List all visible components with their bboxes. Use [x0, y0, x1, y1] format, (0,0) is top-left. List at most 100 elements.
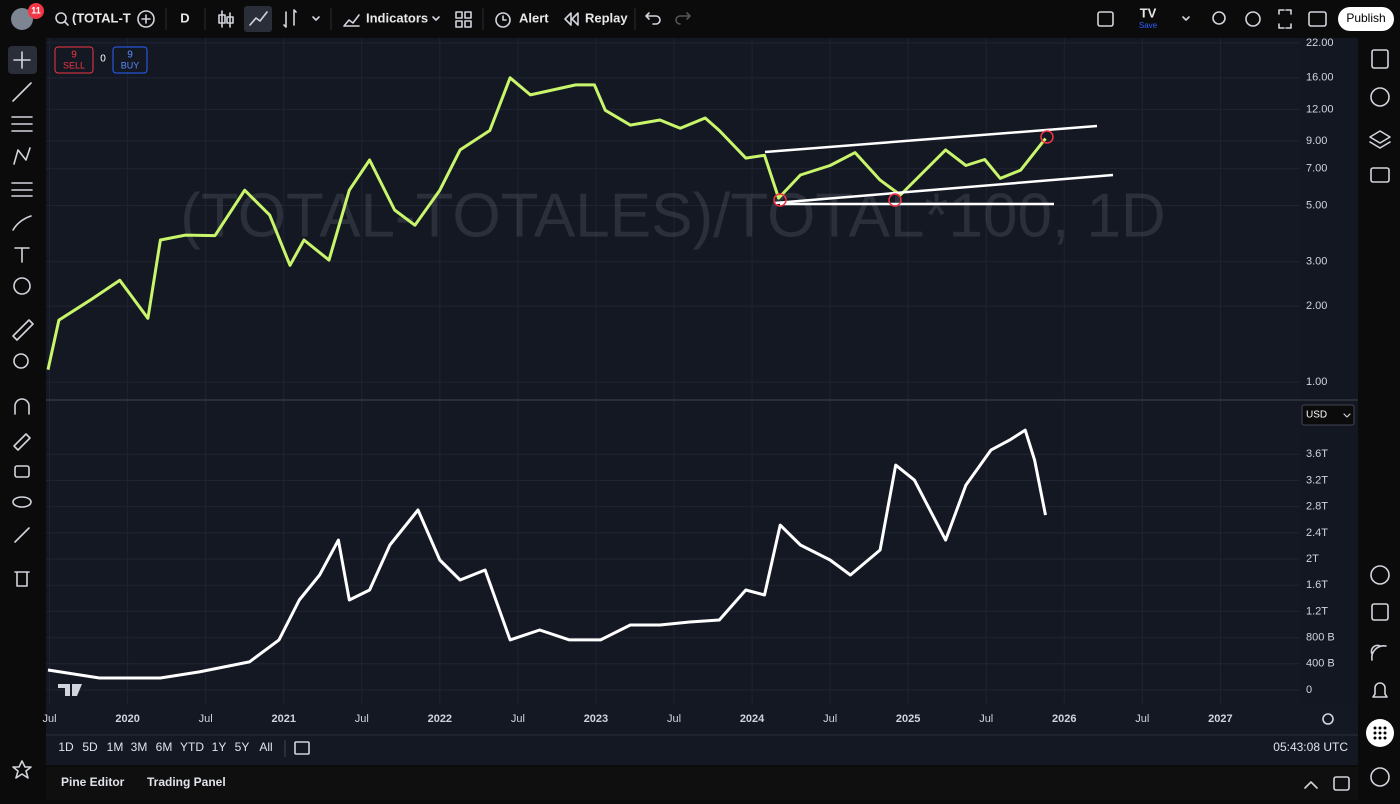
lock-drawing-tool[interactable]	[13, 433, 31, 451]
snapshot-icon[interactable]	[1308, 11, 1327, 27]
alert-icon[interactable]	[495, 12, 511, 28]
replay-button[interactable]: Replay	[585, 10, 628, 25]
quick-search-icon[interactable]	[1212, 11, 1226, 25]
emoji-tool[interactable]	[13, 277, 31, 295]
x-tick-label: 2020	[115, 713, 139, 725]
series-layer	[46, 76, 1047, 680]
sell-button[interactable]	[54, 46, 94, 74]
chevron[interactable]	[432, 16, 440, 21]
add-symbol-icon[interactable]	[137, 10, 155, 28]
price-line	[46, 76, 1047, 371]
sell-label: SELL	[63, 60, 85, 70]
trend-line[interactable]	[774, 173, 1114, 205]
range-button[interactable]: 3M	[131, 740, 148, 754]
range-bar: 1D 5D 1M 3M 6M YTD 1Y 5Y All	[58, 740, 272, 754]
favorites-tool[interactable]	[12, 760, 32, 779]
magnet-tool[interactable]	[14, 398, 30, 415]
marker-circle[interactable]	[888, 193, 902, 207]
range-button[interactable]: 1D	[58, 740, 74, 754]
trend-line[interactable]	[764, 124, 1098, 154]
line-style-icon[interactable]	[249, 11, 268, 26]
layouts-icon[interactable]	[455, 11, 472, 28]
projection-tool[interactable]	[11, 182, 33, 197]
save-label[interactable]: Save	[1139, 21, 1158, 30]
y-tick-label: 1.00	[1306, 376, 1327, 388]
date-range-icon[interactable]	[294, 741, 310, 755]
range-button[interactable]: YTD	[180, 740, 204, 754]
range-button[interactable]: 5D	[82, 740, 98, 754]
zoom-tool[interactable]	[13, 353, 29, 369]
fullscreen-icon[interactable]	[1278, 9, 1292, 29]
undo-icon[interactable]	[645, 12, 661, 25]
chat-icon[interactable]	[1370, 167, 1390, 183]
symbol[interactable]: (TOTAL-T	[72, 10, 131, 25]
notifications-icon[interactable]	[1372, 682, 1388, 698]
range-button[interactable]: 6M	[156, 740, 173, 754]
trendline-tool[interactable]	[12, 82, 32, 102]
redo-icon[interactable]	[675, 12, 691, 25]
search-icon	[64, 21, 69, 26]
range-button[interactable]: 1M	[107, 740, 124, 754]
publish-button[interactable]	[1338, 7, 1394, 31]
visibility-tool[interactable]	[12, 496, 32, 508]
settings-icon[interactable]	[1322, 713, 1334, 725]
buy-button[interactable]	[112, 46, 148, 74]
layout-name[interactable]: TV	[1140, 5, 1157, 20]
notification-count: 11	[31, 5, 41, 15]
marker-circle[interactable]	[773, 193, 787, 207]
hotlist-icon[interactable]	[1370, 565, 1390, 585]
interval[interactable]: D	[180, 10, 189, 25]
avatar[interactable]	[11, 8, 33, 30]
y-tick-label: 9.00	[1306, 135, 1327, 147]
alerts-icon[interactable]	[1370, 87, 1390, 107]
maximize-icon[interactable]	[1333, 776, 1350, 791]
range-button[interactable]: 1Y	[212, 740, 227, 754]
expand-icon[interactable]	[1304, 781, 1318, 789]
add-symbol-icon	[141, 14, 151, 24]
range-button[interactable]: All	[259, 740, 272, 754]
settings-icon[interactable]	[1245, 11, 1261, 27]
alert-button[interactable]: Alert	[519, 10, 549, 25]
x-tick-label: 2026	[1052, 713, 1076, 725]
currency-selector[interactable]	[1301, 404, 1355, 426]
bottom-tabs: Pine Editor Trading Panel	[61, 775, 226, 789]
delete-tool[interactable]	[14, 571, 30, 587]
x-tick-label: 2023	[584, 713, 608, 725]
x-tick-label: Jul	[199, 713, 213, 725]
x-tick-label: Jul	[667, 713, 681, 725]
candles-icon[interactable]	[218, 10, 234, 28]
chevron	[1343, 413, 1351, 418]
chart-background	[46, 38, 1358, 765]
replay-icon[interactable]	[564, 12, 579, 26]
range-button[interactable]: 5Y	[235, 740, 250, 754]
text-tool[interactable]	[14, 247, 30, 263]
bottom-tab[interactable]: Trading Panel	[147, 775, 226, 789]
lock-tool[interactable]	[14, 465, 30, 478]
chevron[interactable]	[1182, 16, 1190, 21]
chevron[interactable]	[312, 16, 320, 21]
marker-circle[interactable]	[1040, 130, 1054, 144]
bottom-tab[interactable]: Pine Editor	[61, 775, 125, 789]
indicators-icon[interactable]	[343, 14, 360, 27]
layers-icon[interactable]	[1369, 130, 1391, 149]
search-icon[interactable]	[55, 12, 67, 24]
left-toolbar	[0, 38, 44, 804]
y-tick-label: 5.00	[1306, 199, 1327, 211]
calendar-icon[interactable]	[1371, 603, 1389, 621]
drawings[interactable]	[764, 124, 1114, 207]
ruler-tool[interactable]	[12, 319, 34, 341]
help-icon[interactable]	[1370, 767, 1390, 787]
layout-icon[interactable]	[1097, 11, 1114, 27]
crosshair-tool[interactable]	[13, 51, 31, 69]
bottom-panel	[46, 767, 1358, 800]
feed-icon[interactable]	[1370, 644, 1387, 661]
x-tick-label: 2024	[740, 713, 765, 725]
fib-tool[interactable]	[11, 116, 33, 132]
pattern-tool[interactable]	[13, 147, 31, 165]
compare-icon[interactable]	[283, 9, 297, 28]
indicators-button[interactable]: Indicators	[366, 10, 428, 25]
link-tool[interactable]	[14, 527, 30, 543]
y-tick-label: 7.00	[1306, 162, 1327, 174]
watchlist-icon[interactable]	[1371, 49, 1389, 69]
brush-tool[interactable]	[12, 215, 32, 231]
